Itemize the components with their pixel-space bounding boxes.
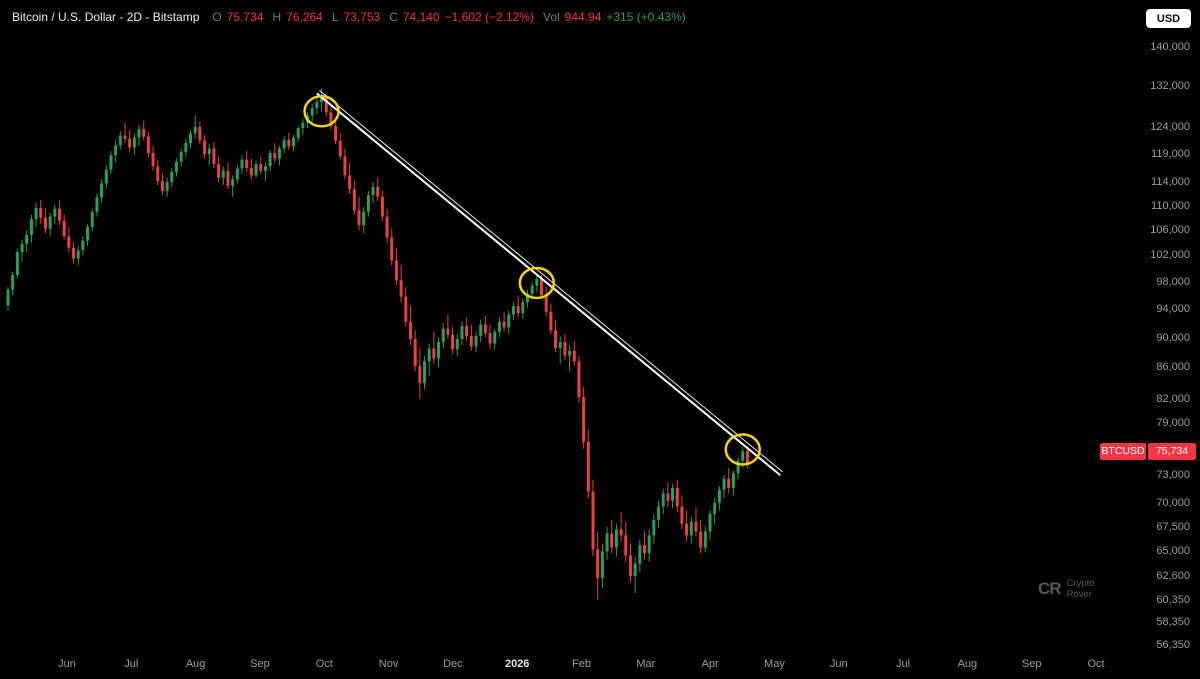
price-axis-label: 62,600 xyxy=(1156,570,1190,583)
time-axis-label: Aug xyxy=(185,658,206,670)
high-value: 76,264 xyxy=(286,10,323,24)
price-axis-label: 114,000 xyxy=(1151,176,1190,189)
chart-legend: Bitcoin / U.S. Dollar - 2D - Bitstamp O … xyxy=(12,10,686,24)
price-axis-label: 82,000 xyxy=(1156,392,1190,405)
price-axis-label: 65,000 xyxy=(1156,545,1190,558)
change-value: −1,602 (−2.12%) xyxy=(444,10,534,24)
price-axis-label: 90,000 xyxy=(1156,331,1190,344)
time-axis-label: Feb xyxy=(572,658,591,670)
price-axis-label: 94,000 xyxy=(1156,302,1190,315)
price-axis-label: 58,350 xyxy=(1156,616,1190,629)
price-axis-label: 119,000 xyxy=(1151,148,1190,161)
price-axis-label: 110,000 xyxy=(1151,199,1190,212)
price-axis-label: 140,000 xyxy=(1150,41,1190,54)
watermark-text: Crypto Rover xyxy=(1067,578,1095,600)
volume-label: Vol xyxy=(542,10,560,24)
last-price-tag: BTCUSD 75,734 xyxy=(1100,442,1196,460)
time-axis-label: Jul xyxy=(124,658,139,670)
price-axis-label: 132,000 xyxy=(1150,79,1190,92)
symbol-title[interactable]: Bitcoin / U.S. Dollar - 2D - Bitstamp xyxy=(12,10,200,24)
time-axis[interactable]: Jun Jul Aug Sep Oct Nov Dec 2026 Feb Mar Apr May Jun… xyxy=(0,651,1200,679)
price-axis-label: 73,000 xyxy=(1156,469,1190,482)
time-axis-label: Sep xyxy=(250,658,270,670)
price-axis[interactable]: 140,000 132,000 124,000 119,000 114,000 110,0… xyxy=(1100,0,1200,651)
watermark-line1: Crypto xyxy=(1066,578,1095,589)
high-label: H xyxy=(272,10,282,24)
watermark-line2: Rover xyxy=(1066,589,1092,600)
time-axis-label: Jun xyxy=(829,658,848,670)
currency-toggle-button[interactable]: USD xyxy=(1146,9,1191,28)
time-axis-label: Sep xyxy=(1021,658,1042,670)
price-axis-label: 106,000 xyxy=(1150,224,1190,237)
volume-value: 944.94 xyxy=(564,10,602,24)
time-axis-label: Oct xyxy=(1087,658,1105,670)
price-axis-label: 79,000 xyxy=(1156,417,1190,430)
price-axis-label: 124,000 xyxy=(1150,121,1190,133)
price-axis-label: 67,500 xyxy=(1156,520,1190,533)
price-axis-label: 60,350 xyxy=(1156,594,1190,607)
time-axis-label: 2026 xyxy=(504,658,530,670)
time-axis-label: Jul xyxy=(896,658,911,670)
chart-canvas[interactable] xyxy=(0,0,1100,651)
price-axis-label: 70,000 xyxy=(1156,496,1190,509)
crypto-rover-watermark: CR Crypto Rover xyxy=(1038,578,1095,600)
time-axis-label: Dec xyxy=(443,658,463,670)
price-axis-label: 56,350 xyxy=(1156,639,1190,652)
open-label: O xyxy=(212,10,222,24)
time-axis-label: Nov xyxy=(378,658,399,670)
open-value: 75,734 xyxy=(226,10,264,24)
close-label: C xyxy=(389,10,398,24)
time-axis-label: Apr xyxy=(701,658,719,670)
crypto-rover-logo-icon: CR xyxy=(1038,579,1062,598)
symbol-flag-label: BTCUSD xyxy=(1100,442,1146,460)
time-axis-label: May xyxy=(764,658,785,670)
low-value: 73,753 xyxy=(343,10,381,24)
close-value: 74,140 xyxy=(402,10,440,24)
low-label: L xyxy=(331,10,339,24)
price-axis-label: 86,000 xyxy=(1156,361,1190,374)
volume-change: +315 (+0.43%) xyxy=(606,10,686,24)
time-axis-label: Oct xyxy=(315,658,333,670)
price-axis-label: 98,000 xyxy=(1156,275,1190,288)
time-axis-label: Aug xyxy=(957,658,978,670)
time-axis-label: Jun xyxy=(58,658,76,670)
time-axis-label: Mar xyxy=(636,658,656,670)
last-price-value: 75,734 xyxy=(1148,442,1196,460)
price-axis-label: 102,000 xyxy=(1150,249,1190,262)
